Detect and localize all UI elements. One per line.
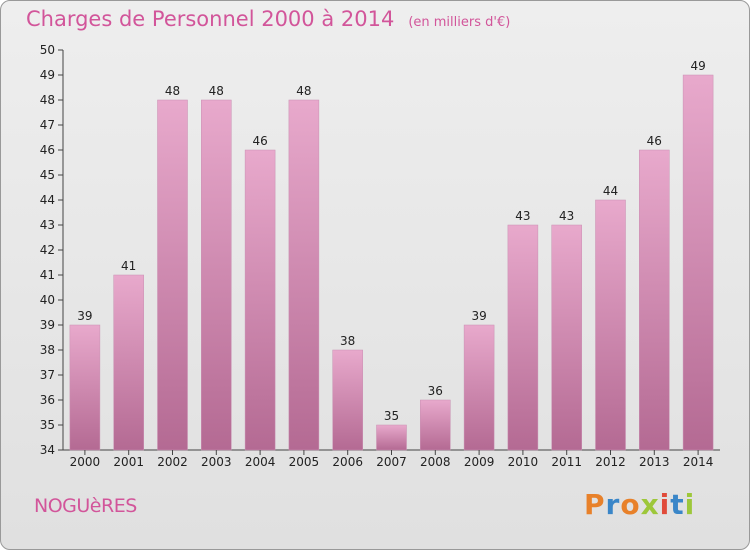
- x-tick-label: 2009: [464, 455, 495, 469]
- x-tick-label: 2004: [245, 455, 276, 469]
- bar: [420, 399, 451, 451]
- proxiti-logo: Proxiti: [584, 488, 695, 521]
- data-label: 46: [647, 134, 662, 148]
- x-tick-label: 2006: [332, 455, 363, 469]
- bar: [69, 324, 101, 451]
- data-label: 49: [690, 59, 705, 73]
- logo-letter: i: [684, 488, 696, 521]
- data-label: 39: [471, 309, 486, 323]
- data-label: 48: [165, 84, 180, 98]
- bar: [376, 424, 407, 451]
- bar: [332, 349, 363, 451]
- chart-title-text: Charges de Personnel 2000 à 2014: [26, 7, 395, 31]
- logo-letter: o: [620, 488, 641, 521]
- y-tick-label: 39: [40, 318, 55, 332]
- bar: [113, 274, 144, 451]
- y-tick-label: 49: [40, 68, 55, 82]
- x-tick-label: 2010: [508, 455, 539, 469]
- bar: [463, 324, 495, 451]
- data-label: 44: [603, 184, 618, 198]
- y-tick-label: 46: [40, 143, 55, 157]
- chart-title: Charges de Personnel 2000 à 2014 (en mill…: [26, 7, 510, 31]
- bar: [682, 74, 714, 451]
- logo-letter: P: [584, 488, 606, 521]
- x-tick-label: 2002: [157, 455, 188, 469]
- y-tick-label: 42: [40, 243, 55, 257]
- x-tick-label: 2014: [683, 455, 714, 469]
- y-tick-label: 48: [40, 93, 55, 107]
- logo-letter: t: [670, 488, 685, 521]
- data-label: 48: [209, 84, 224, 98]
- bar: [201, 99, 232, 451]
- chart-title-unit: (en milliers d'€): [408, 15, 511, 30]
- y-tick-label: 34: [40, 443, 55, 457]
- logo-letter: x: [640, 488, 660, 521]
- data-label: 38: [340, 334, 355, 348]
- y-tick-label: 45: [40, 168, 55, 182]
- y-tick-label: 38: [40, 343, 55, 357]
- data-label: 36: [428, 384, 443, 398]
- data-label: 39: [77, 309, 92, 323]
- bar: [639, 149, 670, 451]
- y-tick-label: 41: [40, 268, 55, 282]
- x-tick-label: 2003: [201, 455, 232, 469]
- bar: [288, 99, 320, 451]
- x-tick-label: 2012: [595, 455, 626, 469]
- x-tick-label: 2005: [289, 455, 320, 469]
- y-tick-label: 40: [40, 293, 55, 307]
- y-tick-label: 50: [40, 43, 55, 57]
- y-tick-label: 43: [40, 218, 55, 232]
- y-tick-label: 35: [40, 418, 55, 432]
- x-tick-label: 2000: [70, 455, 101, 469]
- bar: [157, 99, 188, 451]
- logo-letter: i: [659, 488, 671, 521]
- bar: [595, 199, 626, 451]
- x-tick-label: 2008: [420, 455, 451, 469]
- x-tick-label: 2007: [376, 455, 407, 469]
- bar: [551, 224, 582, 451]
- town-name: NOGUèRES: [34, 495, 137, 517]
- logo-letter: r: [605, 488, 621, 521]
- data-label: 48: [296, 84, 311, 98]
- x-tick-label: 2011: [551, 455, 582, 469]
- y-tick-label: 36: [40, 393, 55, 407]
- y-tick-label: 37: [40, 368, 55, 382]
- x-tick-label: 2001: [113, 455, 144, 469]
- y-tick-label: 47: [40, 118, 55, 132]
- data-label: 46: [252, 134, 267, 148]
- x-tick-label: 2013: [639, 455, 670, 469]
- data-label: 41: [121, 259, 136, 273]
- y-tick-label: 44: [40, 193, 55, 207]
- bar: [244, 149, 276, 451]
- data-label: 43: [515, 209, 530, 223]
- data-label: 43: [559, 209, 574, 223]
- data-label: 35: [384, 409, 399, 423]
- bar: [507, 224, 539, 451]
